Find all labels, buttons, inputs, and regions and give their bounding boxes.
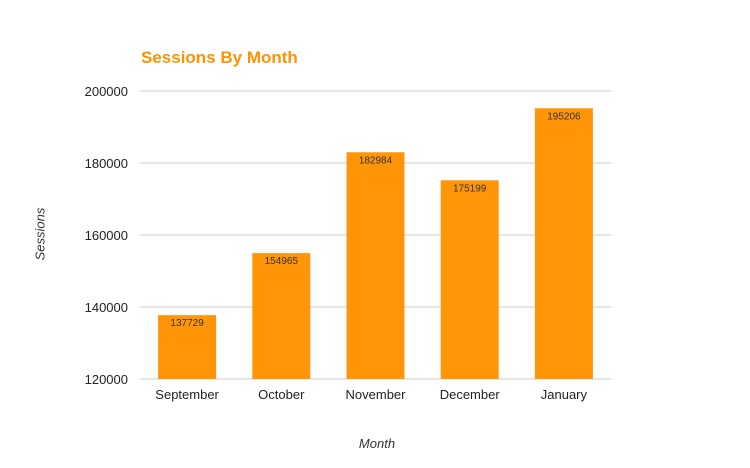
x-axis-label: Month — [358, 436, 396, 451]
bar-value-label: 154965 — [265, 256, 299, 267]
bar — [346, 152, 405, 379]
bar — [534, 108, 593, 380]
y-tick-label: 160000 — [85, 228, 128, 243]
bar — [252, 253, 311, 379]
x-tick-label: September — [155, 387, 219, 402]
bar-value-label: 182984 — [359, 155, 393, 166]
bar-value-label: 175199 — [453, 183, 487, 194]
x-tick-label: October — [258, 387, 305, 402]
y-tick-label: 120000 — [85, 372, 128, 387]
bar-value-label: 195206 — [547, 111, 581, 122]
y-tick-label: 180000 — [85, 156, 128, 171]
bar — [440, 180, 499, 379]
x-axis-ticks: September October November December January — [155, 387, 587, 402]
bars — [158, 108, 593, 380]
data-labels: 137729 154965 182984 175199 195206 — [170, 111, 581, 329]
y-tick-label: 200000 — [85, 84, 128, 99]
bar-value-label: 137729 — [170, 318, 204, 329]
y-axis-ticks: 120000 140000 160000 180000 200000 — [85, 84, 128, 387]
chart-title: Sessions By Month — [141, 48, 298, 67]
x-tick-label: January — [541, 387, 588, 402]
x-tick-label: December — [440, 387, 501, 402]
y-tick-label: 140000 — [85, 300, 128, 315]
x-tick-label: November — [346, 387, 407, 402]
bar — [158, 315, 217, 379]
